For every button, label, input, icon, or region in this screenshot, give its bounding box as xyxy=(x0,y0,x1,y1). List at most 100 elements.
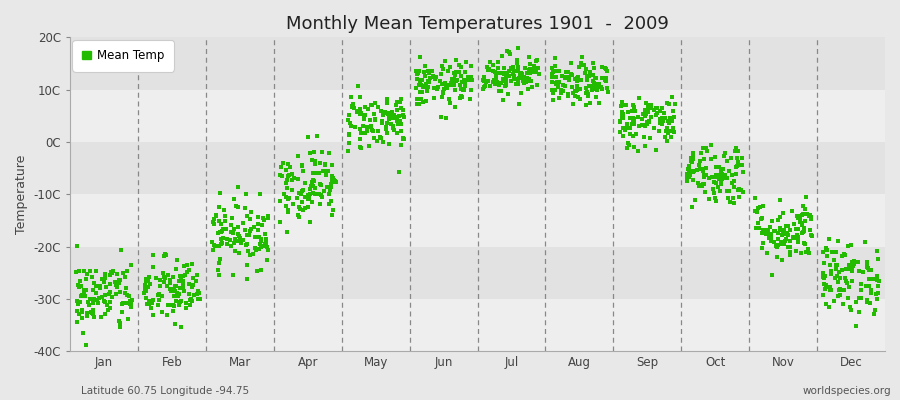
Point xyxy=(772,196,787,203)
Point xyxy=(98,298,112,305)
Point xyxy=(192,290,206,297)
Point xyxy=(549,81,563,88)
Point xyxy=(292,204,306,210)
Point xyxy=(212,242,226,249)
Point xyxy=(326,206,340,213)
Point xyxy=(697,180,711,187)
Point xyxy=(871,283,886,289)
Point xyxy=(103,272,117,278)
Point xyxy=(720,157,734,164)
Point xyxy=(823,236,837,243)
Point xyxy=(509,68,524,74)
Point xyxy=(591,81,606,88)
Point xyxy=(517,75,531,81)
Point xyxy=(797,225,812,231)
Point xyxy=(388,113,402,120)
Point xyxy=(780,230,795,236)
Point xyxy=(824,271,838,278)
Point xyxy=(392,113,407,119)
Point xyxy=(860,297,874,303)
Point xyxy=(727,184,742,190)
Point xyxy=(680,174,695,180)
Point xyxy=(775,241,789,248)
Point xyxy=(140,288,154,294)
Point xyxy=(787,234,801,241)
Point xyxy=(324,181,338,188)
Point xyxy=(627,115,642,122)
Point xyxy=(769,242,783,249)
Point xyxy=(759,227,773,234)
Point xyxy=(170,290,184,296)
Point xyxy=(385,125,400,132)
Point xyxy=(832,292,847,298)
Point xyxy=(546,68,561,75)
Point xyxy=(187,292,202,298)
Point xyxy=(392,98,407,105)
Point xyxy=(577,62,591,68)
Point xyxy=(860,265,875,272)
Point xyxy=(457,68,472,75)
Point xyxy=(177,263,192,270)
Point xyxy=(512,74,526,81)
Point xyxy=(713,188,727,194)
Point xyxy=(301,196,315,202)
Point xyxy=(85,296,99,302)
Point xyxy=(238,227,252,233)
Point xyxy=(110,279,124,285)
Point xyxy=(325,162,339,168)
Point xyxy=(822,304,836,310)
Point xyxy=(242,252,256,258)
Point xyxy=(417,69,431,76)
Point xyxy=(782,249,796,256)
Point xyxy=(680,178,694,184)
Point xyxy=(123,304,138,310)
Point xyxy=(506,71,520,77)
Point xyxy=(686,177,700,183)
Point xyxy=(581,90,596,97)
Point xyxy=(621,140,635,146)
Point xyxy=(184,302,198,308)
Point xyxy=(658,134,672,140)
Point xyxy=(498,83,512,90)
Point xyxy=(512,71,526,78)
Point xyxy=(619,124,634,130)
Point xyxy=(544,87,559,93)
Point xyxy=(382,115,396,122)
Point xyxy=(580,92,595,98)
Point xyxy=(280,229,294,236)
Point xyxy=(665,118,680,124)
Point xyxy=(562,74,577,80)
Point xyxy=(618,102,633,108)
Point xyxy=(635,116,650,122)
Point xyxy=(112,277,127,283)
Point xyxy=(707,195,722,201)
Point xyxy=(722,168,736,174)
Point xyxy=(239,262,254,269)
Point xyxy=(457,87,472,93)
Point xyxy=(416,99,430,106)
Point xyxy=(286,201,301,207)
Point xyxy=(860,282,874,289)
Point xyxy=(159,252,174,258)
Point xyxy=(325,173,339,180)
Point xyxy=(767,239,781,245)
Point xyxy=(869,291,884,298)
Point xyxy=(137,290,151,296)
Point xyxy=(359,127,374,134)
Point xyxy=(445,76,459,82)
Point xyxy=(278,203,293,209)
Point xyxy=(594,84,608,90)
Point xyxy=(295,162,310,169)
Point xyxy=(777,226,791,233)
Point xyxy=(380,120,394,127)
Point xyxy=(760,228,775,234)
Point xyxy=(788,248,803,254)
Point xyxy=(436,94,450,100)
Point xyxy=(521,86,535,92)
Point xyxy=(445,77,459,83)
Point xyxy=(103,299,117,305)
Point xyxy=(515,70,529,77)
Point xyxy=(851,267,866,274)
Point xyxy=(482,66,496,73)
Point xyxy=(829,266,843,273)
